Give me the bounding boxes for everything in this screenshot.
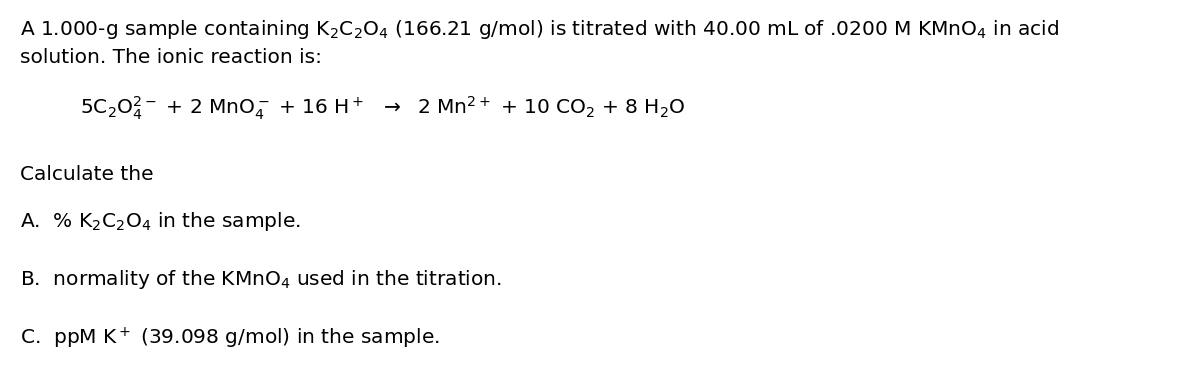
Text: 5C$_2$O$_4^{2-}$ + 2 MnO$_4^-$ + 16 H$^+$  $\rightarrow$  2 Mn$^{2+}$ + 10 CO$_2: 5C$_2$O$_4^{2-}$ + 2 MnO$_4^-$ + 16 H$^+… (80, 95, 685, 122)
Text: solution. The ionic reaction is:: solution. The ionic reaction is: (20, 48, 322, 67)
Text: A.  % K$_2$C$_2$O$_4$ in the sample.: A. % K$_2$C$_2$O$_4$ in the sample. (20, 210, 301, 233)
Text: Calculate the: Calculate the (20, 165, 154, 184)
Text: A 1.000-g sample containing K$_2$C$_2$O$_4$ (166.21 g/mol) is titrated with 40.0: A 1.000-g sample containing K$_2$C$_2$O$… (20, 18, 1060, 41)
Text: C.  ppM K$^+$ (39.098 g/mol) in the sample.: C. ppM K$^+$ (39.098 g/mol) in the sampl… (20, 326, 439, 351)
Text: B.  normality of the KMnO$_4$ used in the titration.: B. normality of the KMnO$_4$ used in the… (20, 268, 502, 291)
